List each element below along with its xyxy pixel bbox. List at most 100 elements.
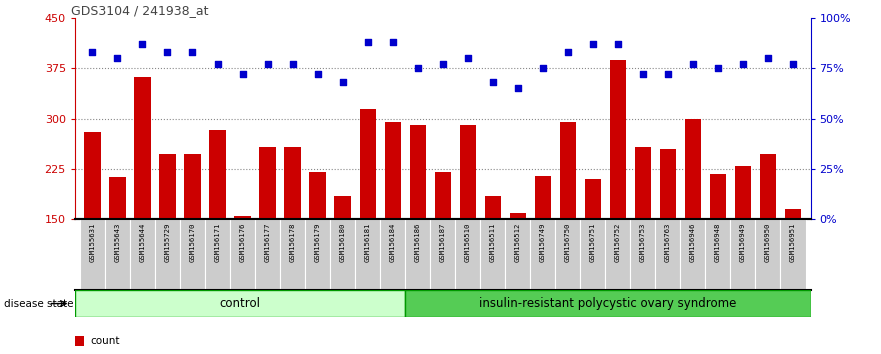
- Text: GSM156178: GSM156178: [290, 223, 295, 262]
- Text: GSM156510: GSM156510: [464, 223, 470, 262]
- Text: GSM156180: GSM156180: [339, 223, 345, 262]
- Point: [386, 39, 400, 45]
- Bar: [230, 219, 255, 290]
- Point: [511, 85, 525, 91]
- Point: [686, 61, 700, 67]
- Point: [136, 41, 150, 47]
- Bar: [785, 209, 801, 320]
- Text: GSM156763: GSM156763: [665, 223, 671, 262]
- Text: GSM156181: GSM156181: [365, 223, 371, 262]
- Bar: [706, 219, 730, 290]
- Bar: [259, 147, 276, 320]
- Bar: [285, 147, 300, 320]
- Bar: [430, 219, 455, 290]
- Bar: [210, 130, 226, 320]
- Bar: [455, 219, 480, 290]
- Bar: [404, 290, 811, 317]
- Bar: [410, 125, 426, 320]
- Text: GSM155643: GSM155643: [115, 223, 121, 262]
- Bar: [509, 213, 526, 320]
- Text: GSM156950: GSM156950: [765, 223, 771, 262]
- Bar: [460, 125, 476, 320]
- Bar: [85, 132, 100, 320]
- Bar: [109, 177, 126, 320]
- Text: count: count: [91, 336, 120, 346]
- Text: GSM156951: GSM156951: [790, 223, 796, 262]
- Bar: [309, 172, 326, 320]
- Bar: [685, 119, 701, 320]
- Bar: [405, 219, 430, 290]
- Text: GSM156751: GSM156751: [590, 223, 596, 262]
- Text: GSM156176: GSM156176: [240, 223, 246, 262]
- Point: [461, 55, 475, 61]
- Bar: [559, 122, 576, 320]
- Point: [536, 65, 550, 71]
- Text: GSM155631: GSM155631: [89, 223, 95, 262]
- Text: GSM156749: GSM156749: [540, 223, 546, 262]
- Bar: [585, 179, 601, 320]
- Bar: [105, 219, 130, 290]
- Bar: [359, 108, 376, 320]
- Bar: [781, 219, 805, 290]
- Text: GSM156753: GSM156753: [640, 223, 646, 262]
- Bar: [730, 219, 756, 290]
- Point: [485, 79, 500, 85]
- Point: [160, 49, 174, 55]
- Text: GSM156171: GSM156171: [214, 223, 220, 262]
- Point: [336, 79, 350, 85]
- Point: [185, 49, 199, 55]
- Text: disease state: disease state: [4, 298, 74, 309]
- Bar: [80, 219, 105, 290]
- Point: [586, 41, 600, 47]
- Point: [211, 61, 225, 67]
- Point: [235, 72, 249, 77]
- Text: GDS3104 / 241938_at: GDS3104 / 241938_at: [71, 4, 209, 17]
- Bar: [605, 219, 631, 290]
- Text: GSM156949: GSM156949: [740, 223, 746, 262]
- Bar: [655, 219, 680, 290]
- Bar: [581, 219, 605, 290]
- Point: [285, 61, 300, 67]
- Bar: [555, 219, 581, 290]
- Text: GSM156512: GSM156512: [515, 223, 521, 262]
- Point: [711, 65, 725, 71]
- Bar: [155, 219, 180, 290]
- Bar: [756, 219, 781, 290]
- Bar: [530, 219, 555, 290]
- Bar: [335, 196, 351, 320]
- Text: GSM156184: GSM156184: [389, 223, 396, 262]
- Bar: [384, 122, 401, 320]
- Bar: [255, 219, 280, 290]
- Bar: [735, 166, 751, 320]
- Bar: [305, 219, 330, 290]
- Bar: [330, 219, 355, 290]
- Text: GSM155729: GSM155729: [165, 223, 170, 262]
- Text: GSM156752: GSM156752: [615, 223, 621, 262]
- Text: GSM156511: GSM156511: [490, 223, 496, 262]
- Text: GSM156186: GSM156186: [415, 223, 421, 262]
- Bar: [234, 216, 251, 320]
- Bar: [205, 219, 230, 290]
- Text: GSM156946: GSM156946: [690, 223, 696, 262]
- Bar: [610, 60, 626, 320]
- Bar: [130, 219, 155, 290]
- Text: GSM156179: GSM156179: [315, 223, 321, 262]
- Bar: [535, 176, 551, 320]
- Point: [261, 61, 275, 67]
- Bar: [355, 219, 380, 290]
- Bar: [280, 219, 305, 290]
- Text: GSM156170: GSM156170: [189, 223, 196, 262]
- Point: [736, 61, 750, 67]
- Bar: [180, 219, 205, 290]
- Bar: [159, 154, 175, 320]
- Bar: [660, 149, 676, 320]
- Point: [661, 72, 675, 77]
- Point: [761, 55, 775, 61]
- Point: [360, 39, 374, 45]
- Bar: [75, 290, 404, 317]
- Text: GSM156750: GSM156750: [565, 223, 571, 262]
- Point: [110, 55, 124, 61]
- Bar: [75, 336, 84, 346]
- Bar: [434, 172, 451, 320]
- Bar: [380, 219, 405, 290]
